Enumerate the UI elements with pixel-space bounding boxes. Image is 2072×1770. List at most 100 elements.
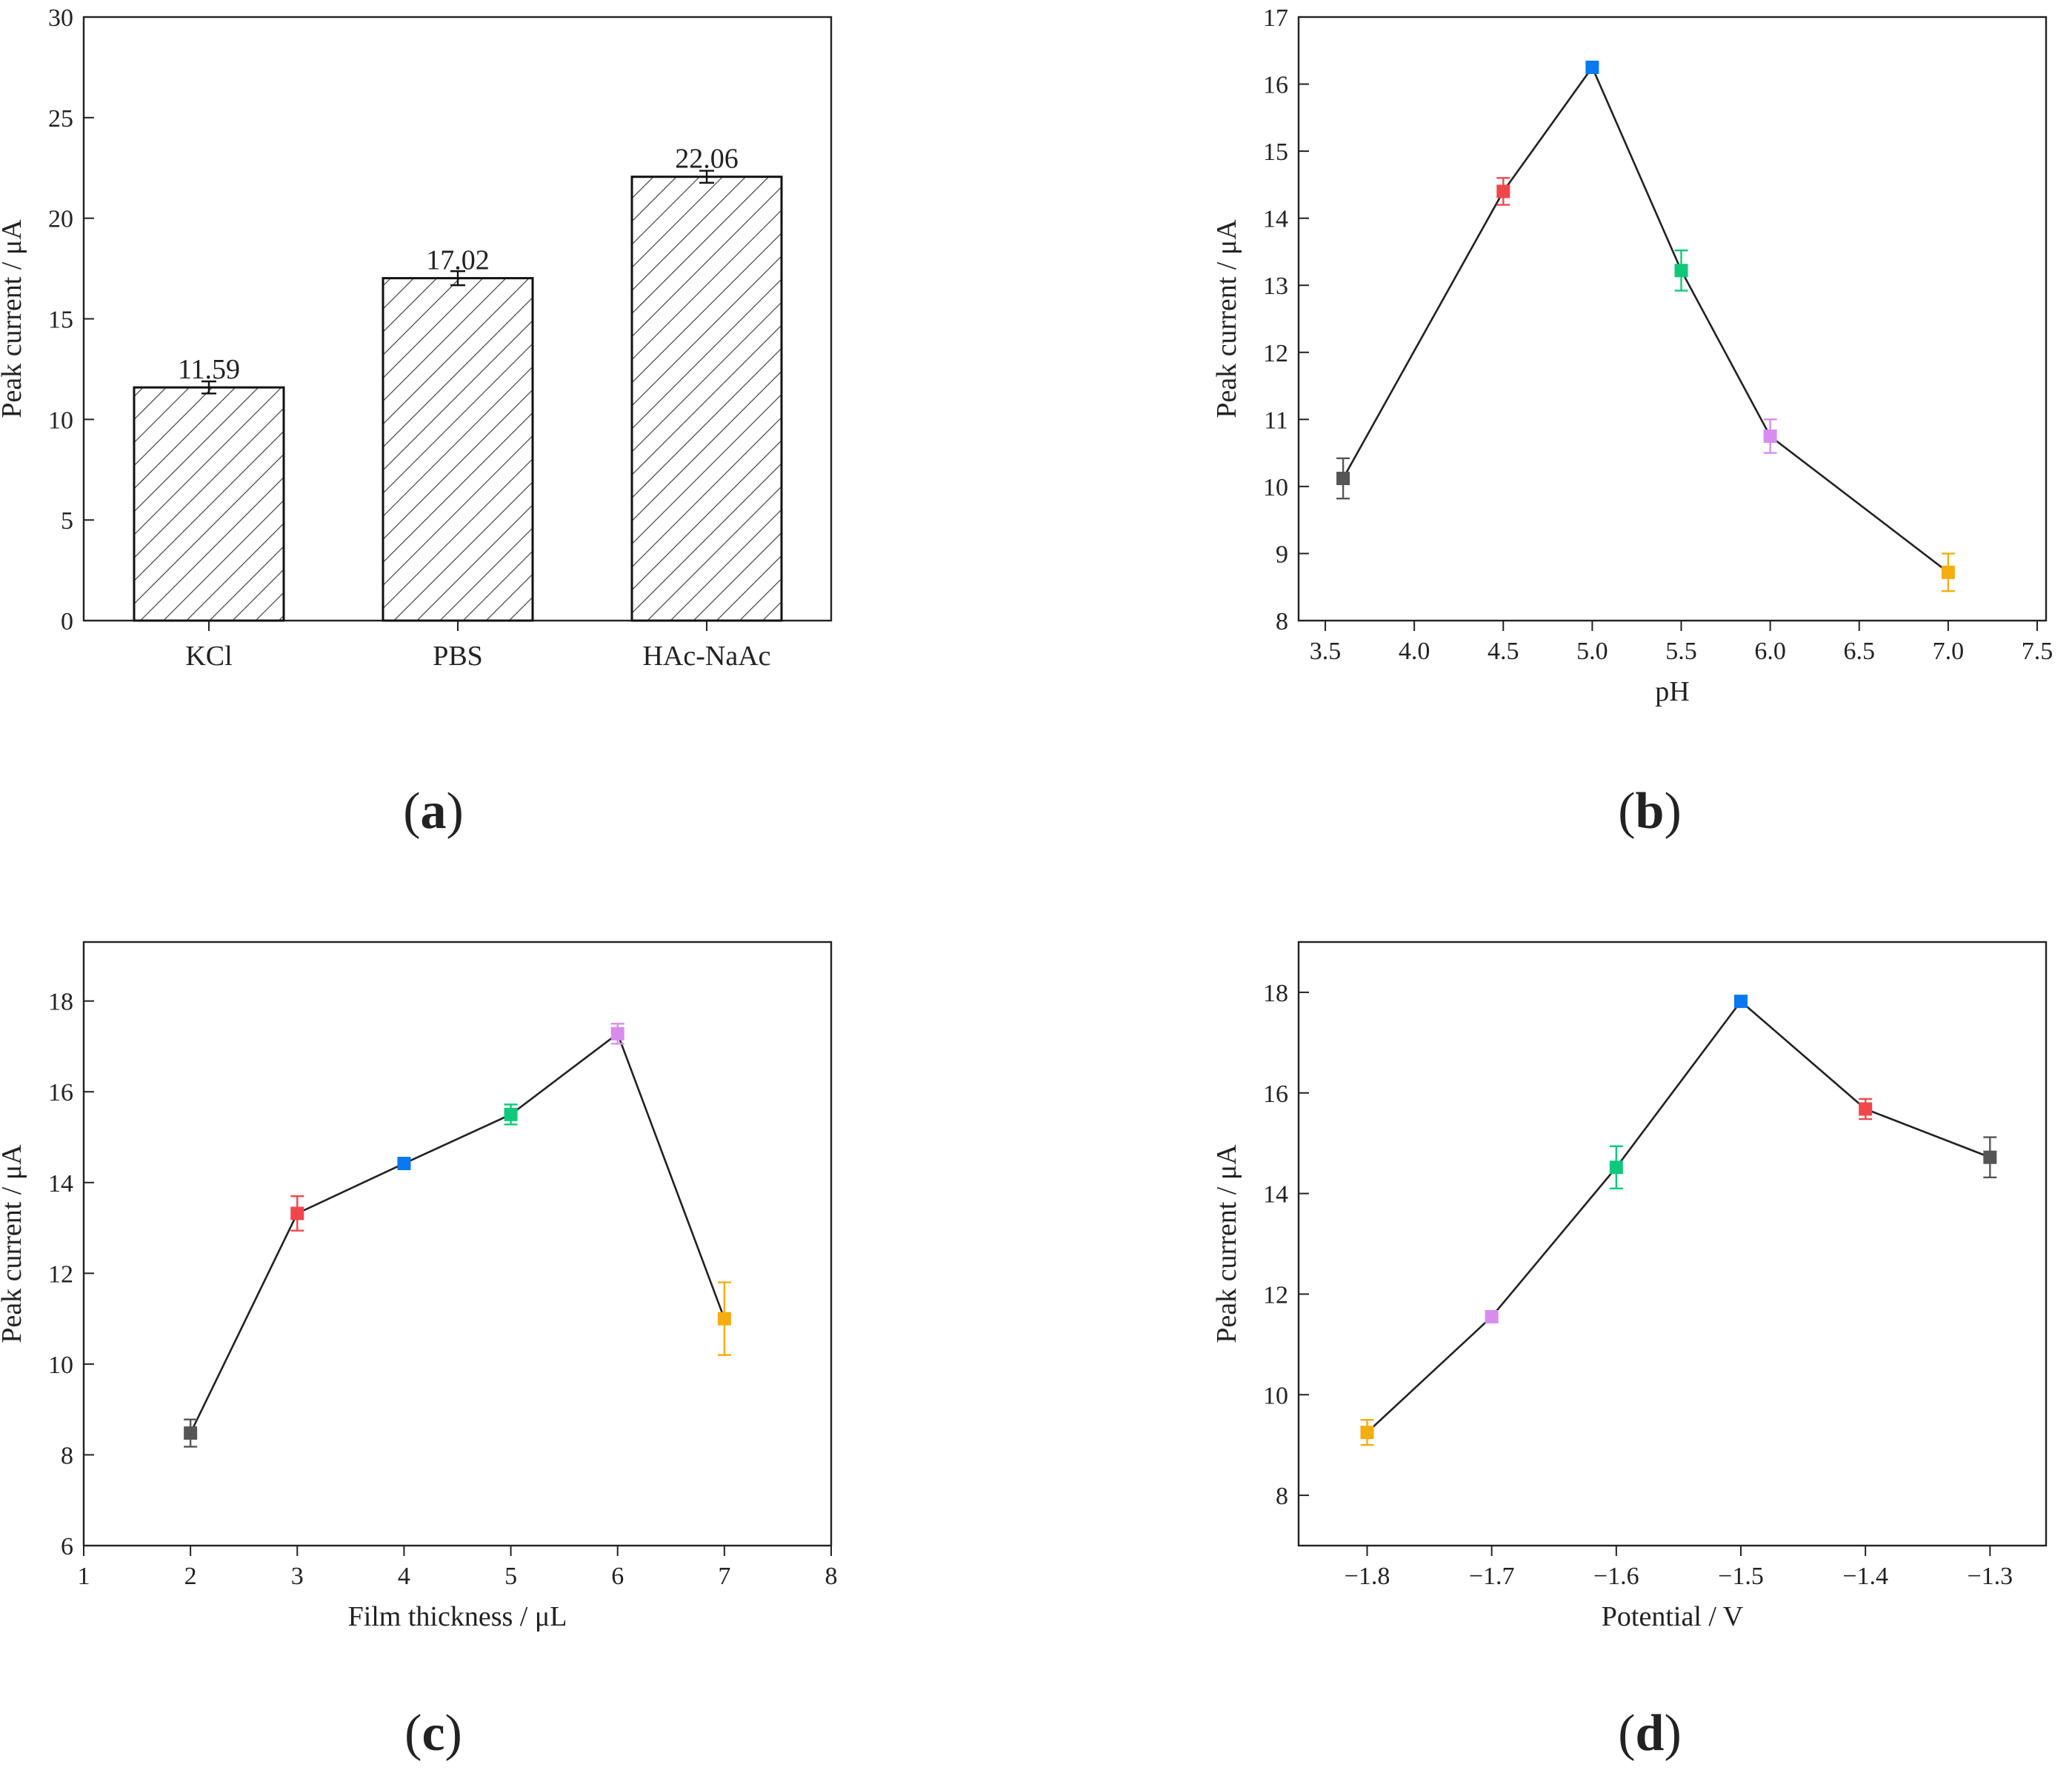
x-tick-label-d-4: −1.4 [1842,1563,1888,1590]
x-tick-label-b-7: 7.0 [1933,638,1965,665]
data-point-c-1 [290,1206,304,1220]
data-point-d-3 [1733,995,1748,1009]
data-point-b-4 [1763,429,1777,443]
y-tick-label-a-3: 15 [48,307,73,334]
data-point-c-5 [717,1312,731,1326]
x-axis-title-b: pH [1655,676,1689,707]
panel-label-b: (b) [1618,783,1682,840]
data-point-d-1 [1485,1309,1499,1323]
panel-label-d: (d) [1618,1705,1682,1762]
x-tick-label-c-2: 3 [291,1563,304,1590]
bar-pbs [382,277,534,622]
y-tick-label-b-0: 8 [1276,608,1288,635]
data-point-d-4 [1859,1102,1873,1116]
x-tick-label-a-0: KCl [185,641,232,672]
y-tick-label-c-5: 16 [48,1079,73,1106]
x-tick-label-d-1: −1.7 [1469,1563,1515,1590]
y-tick-label-a-6: 30 [48,4,73,32]
y-tick-label-b-1: 9 [1276,541,1288,568]
y-tick-label-b-9: 17 [1263,4,1288,32]
y-tick-label-b-5: 13 [1263,273,1288,300]
y-tick-label-b-8: 16 [1263,72,1288,99]
data-point-d-5 [1983,1150,1997,1164]
y-tick-label-a-1: 5 [61,507,73,535]
y-tick-label-a-2: 10 [48,407,73,434]
panel-label-c: (c) [404,1705,462,1762]
x-tick-label-c-0: 1 [78,1563,90,1590]
x-tick-label-d-3: −1.5 [1718,1563,1764,1590]
y-tick-label-b-4: 12 [1263,340,1288,367]
data-point-d-0 [1360,1426,1374,1440]
y-tick-label-b-6: 14 [1263,206,1288,233]
data-point-c-3 [504,1107,518,1121]
x-tick-label-c-6: 7 [718,1563,730,1590]
y-tick-label-a-0: 0 [61,608,73,635]
x-tick-label-b-1: 4.0 [1399,638,1430,665]
plot-frame-d [1297,941,2048,1547]
y-tick-label-c-3: 12 [48,1260,73,1288]
y-tick-label-d-1: 10 [1263,1382,1288,1409]
data-point-c-2 [397,1157,411,1171]
y-axis-title-d: Peak current / μA [1211,1144,1242,1343]
y-tick-label-c-1: 8 [61,1442,73,1469]
data-point-b-0 [1336,472,1350,486]
y-axis-title-b: Peak current / μA [1211,219,1242,418]
bar-value-label-kcl: 11.59 [178,354,240,385]
x-tick-label-a-2: HAc-NaAc [642,641,770,672]
chart-panel-d: 8 10 12 14 16 18 Peak current / μA −1.8 −1.7 −1.6… [1211,941,2048,1632]
bar-value-label-pbs: 17.02 [426,245,490,276]
y-tick-label-b-7: 15 [1263,138,1288,166]
x-tick-label-b-0: 3.5 [1310,638,1342,665]
x-tick-label-d-5: −1.3 [1967,1563,2013,1590]
y-tick-label-c-2: 10 [48,1352,73,1379]
y-axis-title-a: Peak current / μA [0,219,27,418]
x-tick-label-b-6: 6.5 [1844,638,1876,665]
x-tick-label-a-1: PBS [433,641,483,672]
bar-kcl [133,386,285,622]
y-tick-label-c-4: 14 [48,1170,73,1198]
y-tick-label-b-3: 11 [1264,407,1288,434]
y-axis-title-c: Peak current / μA [0,1144,27,1343]
x-tick-label-c-1: 2 [184,1563,197,1590]
y-tick-label-d-0: 8 [1276,1483,1288,1510]
x-tick-label-b-5: 6.0 [1754,638,1786,665]
y-tick-label-a-4: 20 [48,206,73,233]
data-point-b-5 [1941,565,1955,579]
x-tick-label-b-2: 4.5 [1488,638,1519,665]
plot-frame-c [82,941,833,1547]
x-tick-label-c-4: 5 [504,1563,517,1590]
y-tick-label-c-0: 6 [61,1533,73,1560]
bar-hac-naac [630,176,783,622]
series-line-c [189,1032,726,1434]
data-point-b-1 [1496,184,1510,198]
y-tick-label-d-4: 16 [1263,1081,1288,1108]
panel-label-a: (a) [403,783,464,840]
chart-panel-b: 8 9 10 11 12 13 14 15 16 17 Peak current / μA 3.5 4.… [1211,4,2053,707]
data-point-c-0 [184,1426,198,1440]
x-tick-label-d-2: −1.6 [1593,1563,1639,1590]
bar-value-label-hac-naac: 22.06 [675,144,739,175]
y-tick-label-a-5: 25 [48,105,73,133]
x-axis-title-d: Potential / V [1602,1601,1744,1632]
y-tick-label-d-3: 14 [1263,1181,1288,1209]
data-point-b-2 [1585,60,1599,74]
x-tick-label-b-8: 7.5 [2022,638,2053,665]
y-tick-label-b-2: 10 [1263,474,1288,501]
x-tick-label-c-3: 4 [398,1563,410,1590]
x-tick-label-c-7: 8 [825,1563,838,1590]
x-axis-title-c: Film thickness / μL [348,1601,567,1632]
y-tick-label-d-5: 18 [1263,980,1288,1007]
x-tick-label-b-4: 5.5 [1665,638,1697,665]
x-tick-label-c-5: 6 [611,1563,624,1590]
series-line-d [1366,1000,1991,1434]
plot-frame-b [1297,16,2048,622]
data-point-d-2 [1609,1160,1623,1175]
x-tick-label-d-0: −1.8 [1345,1563,1390,1590]
series-line-b [1342,65,1949,573]
y-tick-label-c-6: 18 [48,989,73,1016]
y-tick-label-d-2: 12 [1263,1281,1288,1309]
chart-panel-a: 0 5 10 15 20 25 30 Peak current / μA 11.59 KCl 17.… [0,4,833,672]
data-point-b-3 [1674,264,1688,278]
